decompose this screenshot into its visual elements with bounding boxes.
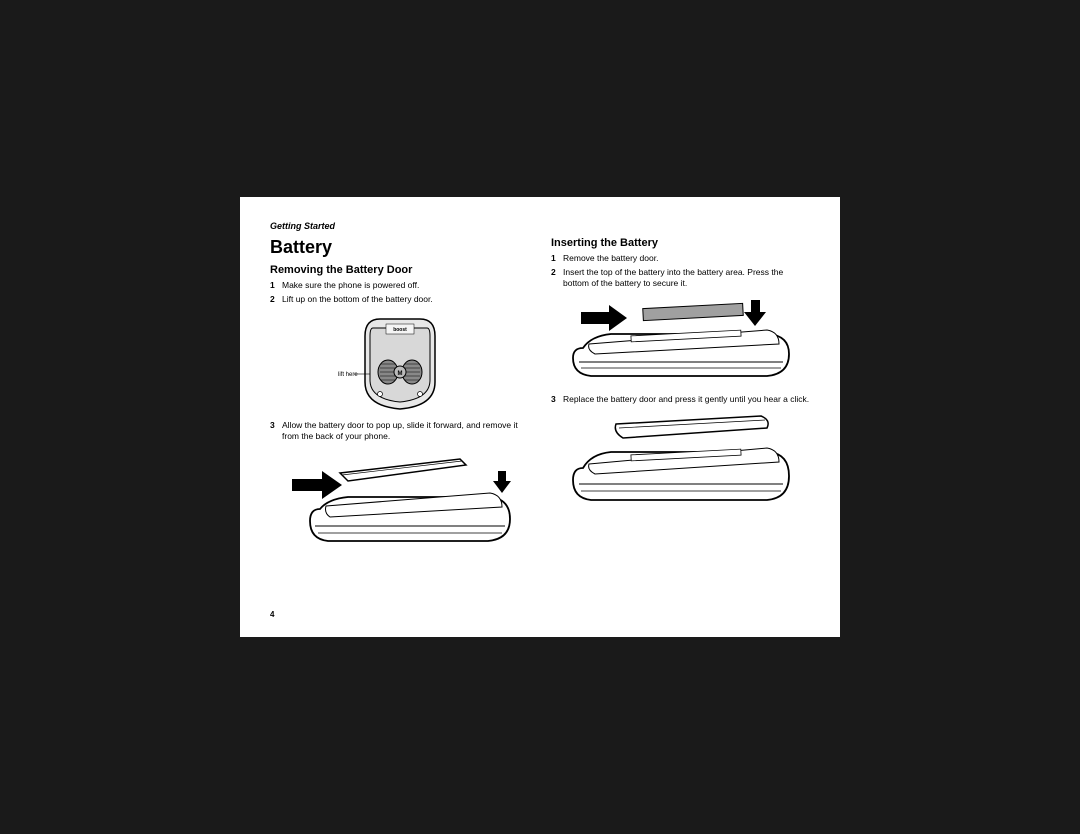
phone-back-illustration: boost M	[270, 314, 529, 414]
insert-battery-illustration	[551, 298, 810, 388]
door-slide-illustration	[270, 451, 529, 566]
step-item: 1 Make sure the phone is powered off.	[270, 280, 529, 291]
step-text: Insert the top of the battery into the b…	[563, 267, 810, 289]
step-text: Remove the battery door.	[563, 253, 810, 264]
step-text: Make sure the phone is powered off.	[282, 280, 529, 291]
lift-here-label: lift here	[338, 372, 358, 378]
subsection-title: Inserting the Battery	[551, 237, 810, 249]
step-number: 3	[551, 394, 563, 405]
step-text: Allow the battery door to pop up, slide …	[282, 420, 529, 442]
page-number: 4	[270, 610, 810, 619]
left-column: Battery Removing the Battery Door 1 Make…	[270, 237, 529, 606]
two-column-layout: Battery Removing the Battery Door 1 Make…	[270, 237, 810, 606]
step-number: 2	[551, 267, 563, 289]
step-number: 3	[270, 420, 282, 442]
step-text: Replace the battery door and press it ge…	[563, 394, 810, 405]
step-number: 1	[270, 280, 282, 291]
svg-text:M: M	[397, 371, 402, 377]
svg-text:boost: boost	[393, 327, 407, 333]
right-column: Inserting the Battery 1 Remove the batte…	[551, 237, 810, 606]
step-number: 2	[270, 294, 282, 305]
step-text: Lift up on the bottom of the battery doo…	[282, 294, 529, 305]
step-item: 2 Lift up on the bottom of the battery d…	[270, 294, 529, 305]
replace-door-illustration	[551, 414, 810, 519]
section-header: Getting Started	[270, 221, 810, 231]
step-item: 2 Insert the top of the battery into the…	[551, 267, 810, 289]
subsection-title: Removing the Battery Door	[270, 264, 529, 276]
step-item: 3 Allow the battery door to pop up, slid…	[270, 420, 529, 442]
manual-page: Getting Started Battery Removing the Bat…	[240, 197, 840, 637]
main-title: Battery	[270, 237, 529, 258]
step-item: 1 Remove the battery door.	[551, 253, 810, 264]
step-item: 3 Replace the battery door and press it …	[551, 394, 810, 405]
step-number: 1	[551, 253, 563, 264]
